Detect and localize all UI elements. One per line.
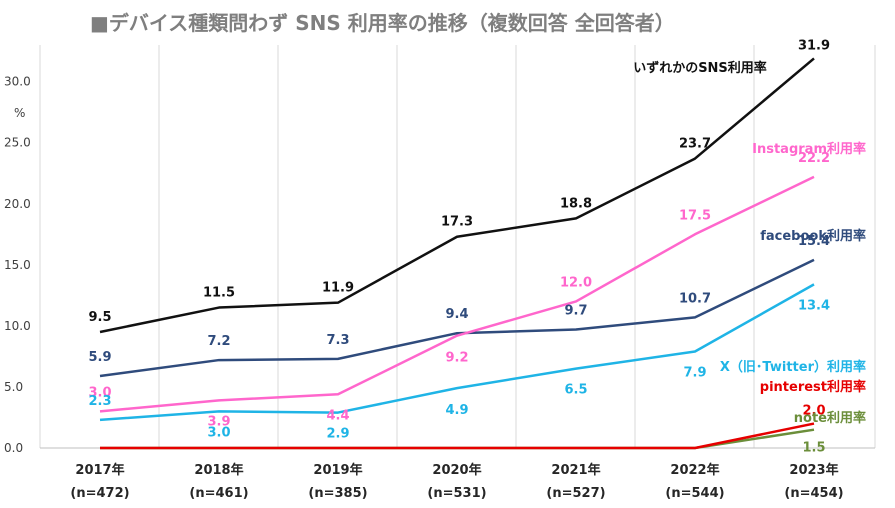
series-line-3 (99, 283, 815, 422)
data-label: 9.4 (445, 307, 468, 322)
series-name-label: いずれかのSNS利用率 (633, 60, 767, 76)
data-label: 13.4 (798, 298, 830, 313)
series-line-0 (99, 57, 815, 334)
series-line-4 (100, 422, 815, 450)
data-label: 17.3 (441, 215, 473, 230)
series-line-1 (99, 175, 815, 413)
data-label: 7.9 (683, 366, 706, 381)
data-label: 12.0 (560, 275, 592, 290)
data-label: 6.5 (564, 383, 587, 398)
x-tick-year: 2023年 (789, 462, 838, 478)
x-tick-sample-size: (n=461) (189, 486, 248, 501)
data-label: 1.5 (802, 441, 825, 456)
data-label: 7.3 (326, 333, 349, 348)
x-tick-year: 2022年 (670, 462, 719, 478)
x-axis-ticks: 2017年 (n=472) 2018年 (n=461) 2019年 (n=385) 2020… (70, 462, 843, 501)
y-tick-label: 15.0 (4, 258, 31, 272)
y-axis-unit: % (14, 106, 25, 120)
y-tick-label: 10.0 (4, 319, 31, 333)
data-label: 18.8 (560, 196, 592, 211)
data-labels: 9.511.5 11.917.318.823.731.93.03.9 4.49.21… (88, 38, 830, 455)
x-tick-sample-size: (n=531) (427, 486, 486, 501)
series-name-label: facebook利用率 (760, 228, 866, 244)
series-name-label: Instagram利用率 (752, 141, 866, 157)
x-tick-sample-size: (n=454) (784, 486, 843, 501)
x-tick-year: 2020年 (432, 462, 481, 478)
data-label: 2.3 (88, 394, 111, 409)
data-label: 10.7 (679, 291, 711, 306)
data-label: 3.0 (207, 425, 230, 440)
data-label: 5.9 (88, 350, 111, 365)
series-name-label: X（旧･Twitter）利用率 (720, 359, 866, 375)
data-label: 2.0 (802, 404, 825, 419)
data-label: 15.4 (798, 234, 830, 249)
series-name-label: pinterest利用率 (760, 379, 866, 395)
data-label: 23.7 (679, 137, 711, 152)
data-label: 9.7 (564, 304, 587, 319)
data-label: 4.4 (326, 408, 349, 423)
data-label: 7.2 (207, 334, 230, 349)
x-tick-year: 2019年 (313, 462, 362, 478)
data-label: 9.5 (88, 310, 111, 325)
data-label: 22.2 (798, 151, 830, 166)
x-tick-year: 2017年 (75, 462, 124, 478)
y-tick-label: 0.0 (4, 441, 23, 455)
data-label: 9.2 (445, 351, 468, 366)
y-tick-label: 5.0 (4, 380, 23, 394)
x-tick-sample-size: (n=385) (308, 486, 367, 501)
chart-title: ■デバイス種類問わず SNS 利用率の推移（複数回答 全回答者） (90, 11, 675, 35)
series-line-2 (99, 258, 815, 378)
data-label: 3.0 (88, 385, 111, 400)
x-tick-sample-size: (n=544) (665, 486, 724, 501)
data-label: 17.5 (679, 208, 711, 223)
x-tick-year: 2021年 (551, 462, 600, 478)
y-tick-label: 25.0 (4, 136, 31, 150)
data-label: 4.9 (445, 403, 468, 418)
x-tick-sample-size: (n=527) (546, 486, 605, 501)
data-label: 2.9 (326, 427, 349, 442)
y-axis-ticks: 0.0 5.0 10.0 15.0 20.0 25.0 30.0 (4, 75, 31, 455)
y-tick-label: 20.0 (4, 197, 31, 211)
data-label: 11.9 (322, 281, 354, 296)
data-label: 11.5 (203, 286, 235, 301)
series-names: いずれかのSNS利用率 Instagram利用率 facebook利用率 X（旧･Tw… (633, 60, 866, 426)
x-tick-sample-size: (n=472) (70, 486, 129, 501)
data-label: 31.9 (798, 38, 830, 53)
x-tick-year: 2018年 (194, 462, 243, 478)
y-tick-label: 30.0 (4, 75, 31, 89)
series-lines (99, 57, 815, 450)
series-name-label: note利用率 (794, 410, 866, 426)
data-label: 3.9 (207, 414, 230, 429)
